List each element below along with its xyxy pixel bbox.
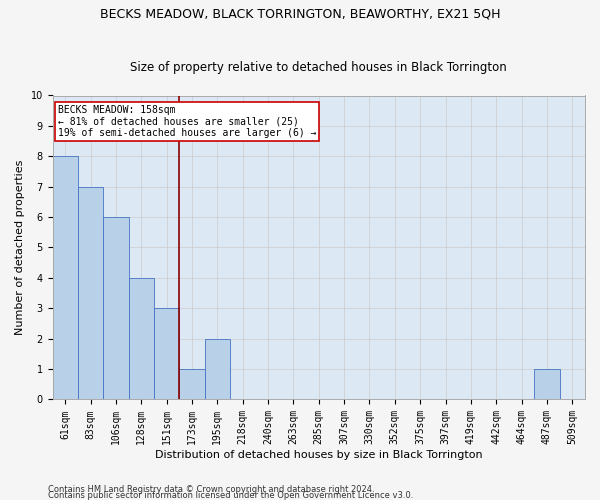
Bar	[128, 278, 154, 400]
Title: Size of property relative to detached houses in Black Torrington: Size of property relative to detached ho…	[130, 60, 507, 74]
Text: BECKS MEADOW, BLACK TORRINGTON, BEAWORTHY, EX21 5QH: BECKS MEADOW, BLACK TORRINGTON, BEAWORTH…	[100, 8, 500, 20]
Bar	[534, 369, 560, 400]
X-axis label: Distribution of detached houses by size in Black Torrington: Distribution of detached houses by size …	[155, 450, 482, 460]
Bar	[154, 308, 179, 400]
Bar	[78, 186, 103, 400]
Bar	[103, 217, 128, 400]
Y-axis label: Number of detached properties: Number of detached properties	[15, 160, 25, 335]
Bar	[205, 338, 230, 400]
Bar	[179, 369, 205, 400]
Text: Contains public sector information licensed under the Open Government Licence v3: Contains public sector information licen…	[48, 490, 413, 500]
Bar	[53, 156, 78, 400]
Text: Contains HM Land Registry data © Crown copyright and database right 2024.: Contains HM Land Registry data © Crown c…	[48, 484, 374, 494]
Text: BECKS MEADOW: 158sqm
← 81% of detached houses are smaller (25)
19% of semi-detac: BECKS MEADOW: 158sqm ← 81% of detached h…	[58, 104, 316, 138]
